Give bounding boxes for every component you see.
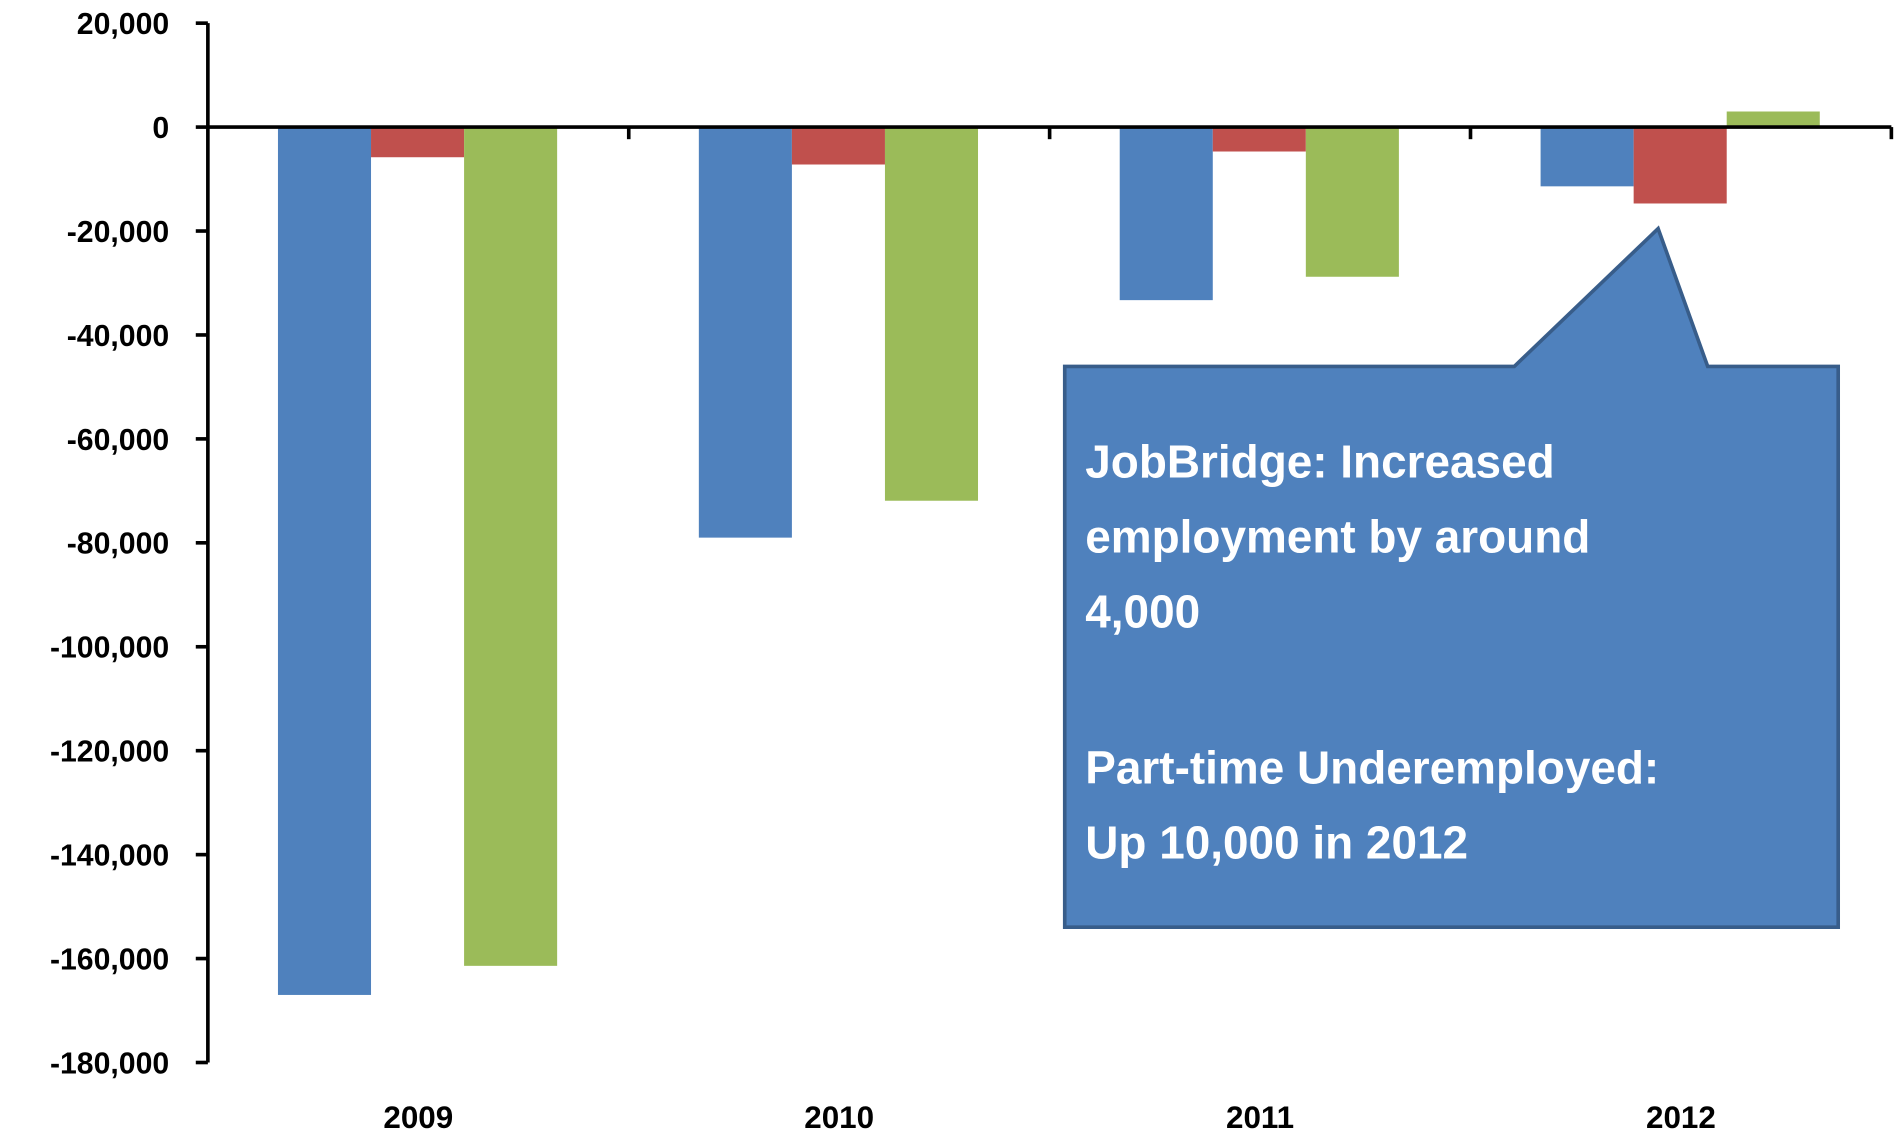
- y-tick-label: -80,000: [67, 528, 169, 561]
- y-tick-label: -160,000: [50, 943, 169, 976]
- bar: [791, 127, 885, 165]
- bar: [277, 127, 372, 995]
- bar: [464, 127, 558, 966]
- bar: [1212, 127, 1306, 152]
- annotation-line: Up 10,000 in 2012: [1085, 816, 1468, 868]
- x-tick-label: 2009: [383, 1100, 453, 1134]
- annotation-line: Part-time Underemployed:: [1085, 741, 1659, 793]
- bar: [884, 127, 979, 501]
- y-tick-label: -140,000: [50, 840, 169, 873]
- y-tick-label: -40,000: [67, 320, 169, 353]
- annotation-line: 4,000: [1085, 585, 1200, 637]
- annotation-line: JobBridge: Increased: [1085, 436, 1554, 488]
- bar: [698, 127, 792, 538]
- y-tick-label: -20,000: [67, 216, 169, 249]
- annotation-line: employment by around: [1085, 510, 1590, 562]
- bar: [1305, 127, 1399, 277]
- y-tick-label: -180,000: [50, 1047, 169, 1080]
- y-tick-label: -60,000: [67, 424, 169, 457]
- x-tick-label: 2010: [804, 1100, 874, 1134]
- x-tick-label: 2012: [1646, 1100, 1716, 1134]
- y-tick-label: 20,000: [77, 8, 169, 41]
- bar: [1540, 127, 1634, 187]
- bar: [1633, 127, 1727, 204]
- callout: [1062, 225, 1841, 929]
- x-tick-label: 2011: [1226, 1100, 1294, 1134]
- y-tick-label: -100,000: [50, 632, 169, 665]
- bar: [371, 127, 465, 158]
- y-tick-label: 0: [152, 112, 169, 145]
- bar: [1119, 127, 1213, 301]
- bar: [1726, 111, 1820, 128]
- y-tick-label: -120,000: [50, 736, 169, 769]
